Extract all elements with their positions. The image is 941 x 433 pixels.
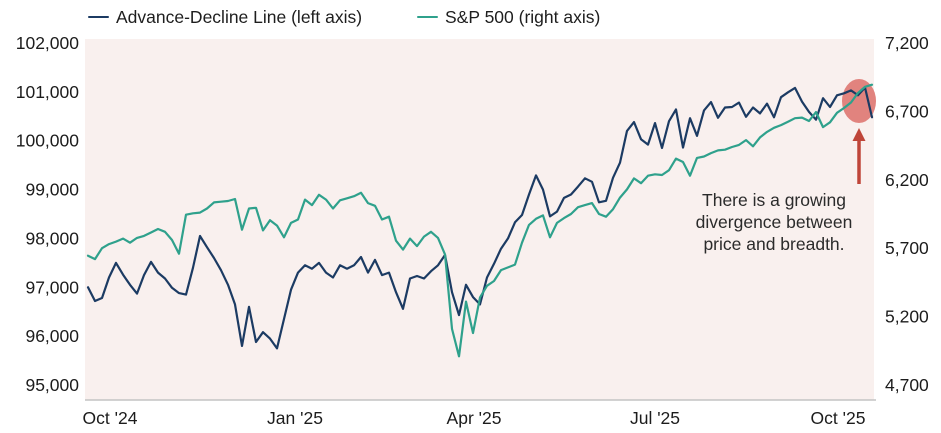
left-axis-tick-label: 102,000	[16, 33, 80, 53]
left-axis-tick-label: 95,000	[25, 375, 79, 395]
left-axis-tick-label: 97,000	[25, 277, 79, 297]
legend-label-sp500: S&P 500 (right axis)	[445, 6, 601, 27]
x-axis-tick-label: Oct '24	[83, 408, 138, 428]
advance-decline-line-swatch	[88, 15, 109, 19]
left-axis-ticks: 102,000 101,000 100,000 99,000 98,000 97,000 9…	[16, 33, 80, 395]
x-axis-ticks: Oct '24 Jan '25 Apr '25 Jul '25 Oct '25	[83, 408, 866, 428]
annotation-text: There is a growing divergence between pric…	[696, 190, 853, 254]
x-axis-tick-label: Jul '25	[630, 408, 680, 428]
legend-label-advance-decline: Advance-Decline Line (left axis)	[116, 6, 363, 27]
plot-area	[85, 39, 874, 400]
divergence-arrow	[852, 128, 866, 184]
left-axis-tick-label: 98,000	[25, 228, 79, 248]
left-axis-tick-label: 100,000	[16, 131, 80, 151]
right-axis-tick-label: 6,700	[885, 101, 929, 121]
left-axis-tick-label: 101,000	[16, 82, 80, 102]
legend-item-advance-decline: Advance-Decline Line (left axis)	[88, 7, 362, 27]
annotation-line: divergence between	[696, 212, 853, 232]
x-axis-tick-label: Jan '25	[267, 408, 323, 428]
right-axis-ticks: 7,200 6,700 6,200 5,700 5,200 4,700	[885, 33, 929, 395]
left-axis-tick-label: 99,000	[25, 180, 79, 200]
sp500-line-swatch	[417, 15, 438, 19]
annotation-line: There is a growing	[702, 190, 846, 210]
right-axis-tick-label: 5,200	[885, 307, 929, 327]
annotation-line: price and breadth.	[703, 234, 844, 254]
legend-item-sp500: S&P 500 (right axis)	[417, 7, 600, 27]
advance-decline-line-series	[86, 86, 874, 350]
right-axis-tick-label: 7,200	[885, 33, 929, 53]
sp500-line-series	[86, 83, 874, 358]
right-axis-tick-label: 4,700	[885, 375, 929, 395]
series-layer	[86, 83, 874, 358]
right-axis-tick-label: 6,200	[885, 170, 929, 190]
left-axis-tick-label: 96,000	[25, 326, 79, 346]
x-axis-tick-label: Apr '25	[447, 408, 502, 428]
x-axis-tick-label: Oct '25	[811, 408, 866, 428]
arrow-head-icon	[852, 128, 866, 141]
right-axis-tick-label: 5,700	[885, 238, 929, 258]
